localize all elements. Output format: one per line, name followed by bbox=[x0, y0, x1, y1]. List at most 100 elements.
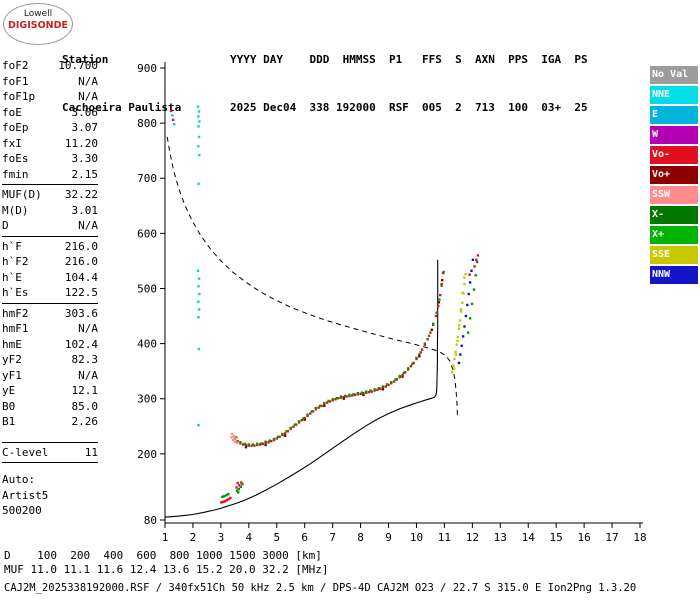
svg-text:3: 3 bbox=[218, 531, 225, 544]
param-separator bbox=[2, 184, 98, 185]
svg-text:500: 500 bbox=[137, 282, 157, 295]
param-value: 3.06 bbox=[71, 105, 99, 119]
param-separator bbox=[2, 235, 98, 237]
param-row: h`F 216.0 bbox=[2, 239, 98, 255]
param-row: hmE 102.4 bbox=[2, 337, 98, 353]
series-ssw-echo bbox=[230, 432, 238, 444]
plot-axes bbox=[164, 62, 643, 524]
param-row: fxI 11.20 bbox=[2, 136, 98, 152]
svg-text:18: 18 bbox=[633, 531, 646, 544]
param-value: 216.0 bbox=[64, 239, 98, 253]
param-label: foF1p bbox=[2, 90, 36, 103]
param-value: N/A bbox=[78, 74, 98, 88]
legend-item-ssw: SSW bbox=[650, 186, 698, 204]
series-sse-echo bbox=[451, 273, 467, 374]
param-value: 2.26 bbox=[71, 415, 99, 428]
param-value: 303.6 bbox=[64, 306, 98, 320]
param-row: hmF2 303.6 bbox=[2, 306, 98, 322]
param-value: 104.4 bbox=[64, 270, 98, 284]
param-value: 11.20 bbox=[64, 136, 98, 150]
station-header: Station Cachoeira Paulista bbox=[62, 20, 181, 148]
param-separator bbox=[2, 302, 98, 304]
svg-text:4: 4 bbox=[246, 531, 253, 544]
param-row: foF1 N/A bbox=[2, 74, 98, 90]
svg-text:12: 12 bbox=[466, 531, 479, 544]
param-value: 85.0 bbox=[71, 399, 99, 413]
param-row: foE 3.06 bbox=[2, 105, 98, 121]
param-separator bbox=[2, 441, 98, 443]
legend-item-x-: X- bbox=[650, 206, 698, 224]
station-label: Station bbox=[62, 53, 109, 66]
svg-text:11: 11 bbox=[438, 531, 451, 544]
echo-color-legend: No Val NNE E W Vo- Vo+ SSW X- X+ SSE NNW bbox=[650, 66, 698, 286]
param-label: 500200 bbox=[2, 504, 42, 517]
param-row: yF2 82.3 bbox=[2, 352, 98, 368]
header-column-titles: YYYY DAY DDD HMMSS P1 FFS S AXN PPS IGA … bbox=[230, 53, 588, 66]
svg-text:2: 2 bbox=[190, 531, 197, 544]
legend-item-x+: X+ bbox=[650, 226, 698, 244]
param-row: 500200 bbox=[2, 503, 98, 519]
param-value: 82.3 bbox=[71, 353, 99, 366]
param-label: foF2 bbox=[2, 59, 29, 72]
muf-row: MUF 11.0 11.1 11.6 12.4 13.6 15.2 20.0 3… bbox=[4, 563, 329, 576]
file-info: CAJ2M_2025338192000.RSF / 340fx51Ch 50 k… bbox=[4, 582, 637, 594]
param-label: fxI bbox=[2, 136, 22, 150]
svg-text:6: 6 bbox=[301, 531, 308, 544]
legend-item-w: W bbox=[650, 126, 698, 144]
param-row: foEs 3.30 bbox=[2, 151, 98, 167]
param-label: B1 bbox=[2, 415, 16, 428]
param-row: hmF1 N/A bbox=[2, 321, 98, 337]
svg-text:600: 600 bbox=[137, 227, 157, 240]
series-x-echo-green bbox=[221, 260, 479, 498]
svg-text:700: 700 bbox=[137, 172, 157, 185]
d-row: D 100 200 400 600 800 1000 1500 3000 [km… bbox=[4, 549, 322, 562]
param-label: hmF1 bbox=[2, 322, 29, 335]
param-value: 102.4 bbox=[64, 337, 98, 351]
param-label: hmF2 bbox=[2, 306, 29, 320]
param-row: foEp 3.07 bbox=[2, 120, 98, 136]
param-value: 3.01 bbox=[71, 203, 99, 217]
svg-text:200: 200 bbox=[137, 448, 157, 461]
param-label: yE bbox=[2, 384, 16, 397]
param-row: B0 85.0 bbox=[2, 399, 98, 415]
svg-text:16: 16 bbox=[577, 531, 590, 544]
x-axis-ticks: 1 2 3 4 5 6 7 8 9 10 11 12 13 14 15 16 17 18 bbox=[162, 523, 647, 544]
svg-text:1: 1 bbox=[162, 531, 169, 544]
param-label: D bbox=[2, 219, 9, 232]
svg-text:300: 300 bbox=[137, 393, 157, 406]
param-row: C-level 11 bbox=[2, 445, 98, 461]
param-label: foE bbox=[2, 105, 22, 119]
svg-text:7: 7 bbox=[329, 531, 336, 544]
param-row: fmin 2.15 bbox=[2, 167, 98, 183]
param-value: 3.30 bbox=[71, 152, 99, 165]
param-value: 12.1 bbox=[71, 384, 99, 397]
svg-text:13: 13 bbox=[494, 531, 507, 544]
muf-distance-table: D 100 200 400 600 800 1000 1500 3000 [km… bbox=[4, 549, 329, 577]
electron-density-profile bbox=[164, 259, 439, 518]
svg-text:5: 5 bbox=[273, 531, 280, 544]
svg-text:80: 80 bbox=[144, 514, 157, 527]
muf-transmission-curve bbox=[166, 136, 458, 418]
param-label: yF1 bbox=[2, 368, 22, 382]
svg-text:10: 10 bbox=[410, 531, 423, 544]
param-label: h`Es bbox=[2, 286, 29, 299]
param-value: 3.07 bbox=[71, 121, 99, 134]
param-value: 2.15 bbox=[71, 167, 99, 181]
param-row: foF2 10.700 bbox=[2, 58, 98, 74]
logo-digisonde-text: DIGISONDE bbox=[8, 20, 68, 31]
param-label: h`E bbox=[2, 270, 22, 284]
param-row: Artist5 bbox=[2, 488, 98, 504]
header-column-values: 2025 Dec04 338 192000 RSF 005 2 713 100 … bbox=[230, 101, 588, 114]
svg-text:900: 900 bbox=[137, 62, 157, 75]
param-value: 11 bbox=[84, 445, 98, 459]
param-value: N/A bbox=[78, 90, 98, 103]
legend-item-nnw: NNW bbox=[650, 266, 698, 284]
series-o-echo-vo-plus bbox=[244, 279, 444, 449]
series-nnw-echo bbox=[457, 258, 475, 365]
param-row: yF1 N/A bbox=[2, 368, 98, 384]
param-label: C-level bbox=[2, 445, 49, 459]
param-row: h`F2 216.0 bbox=[2, 254, 98, 270]
svg-text:9: 9 bbox=[385, 531, 392, 544]
